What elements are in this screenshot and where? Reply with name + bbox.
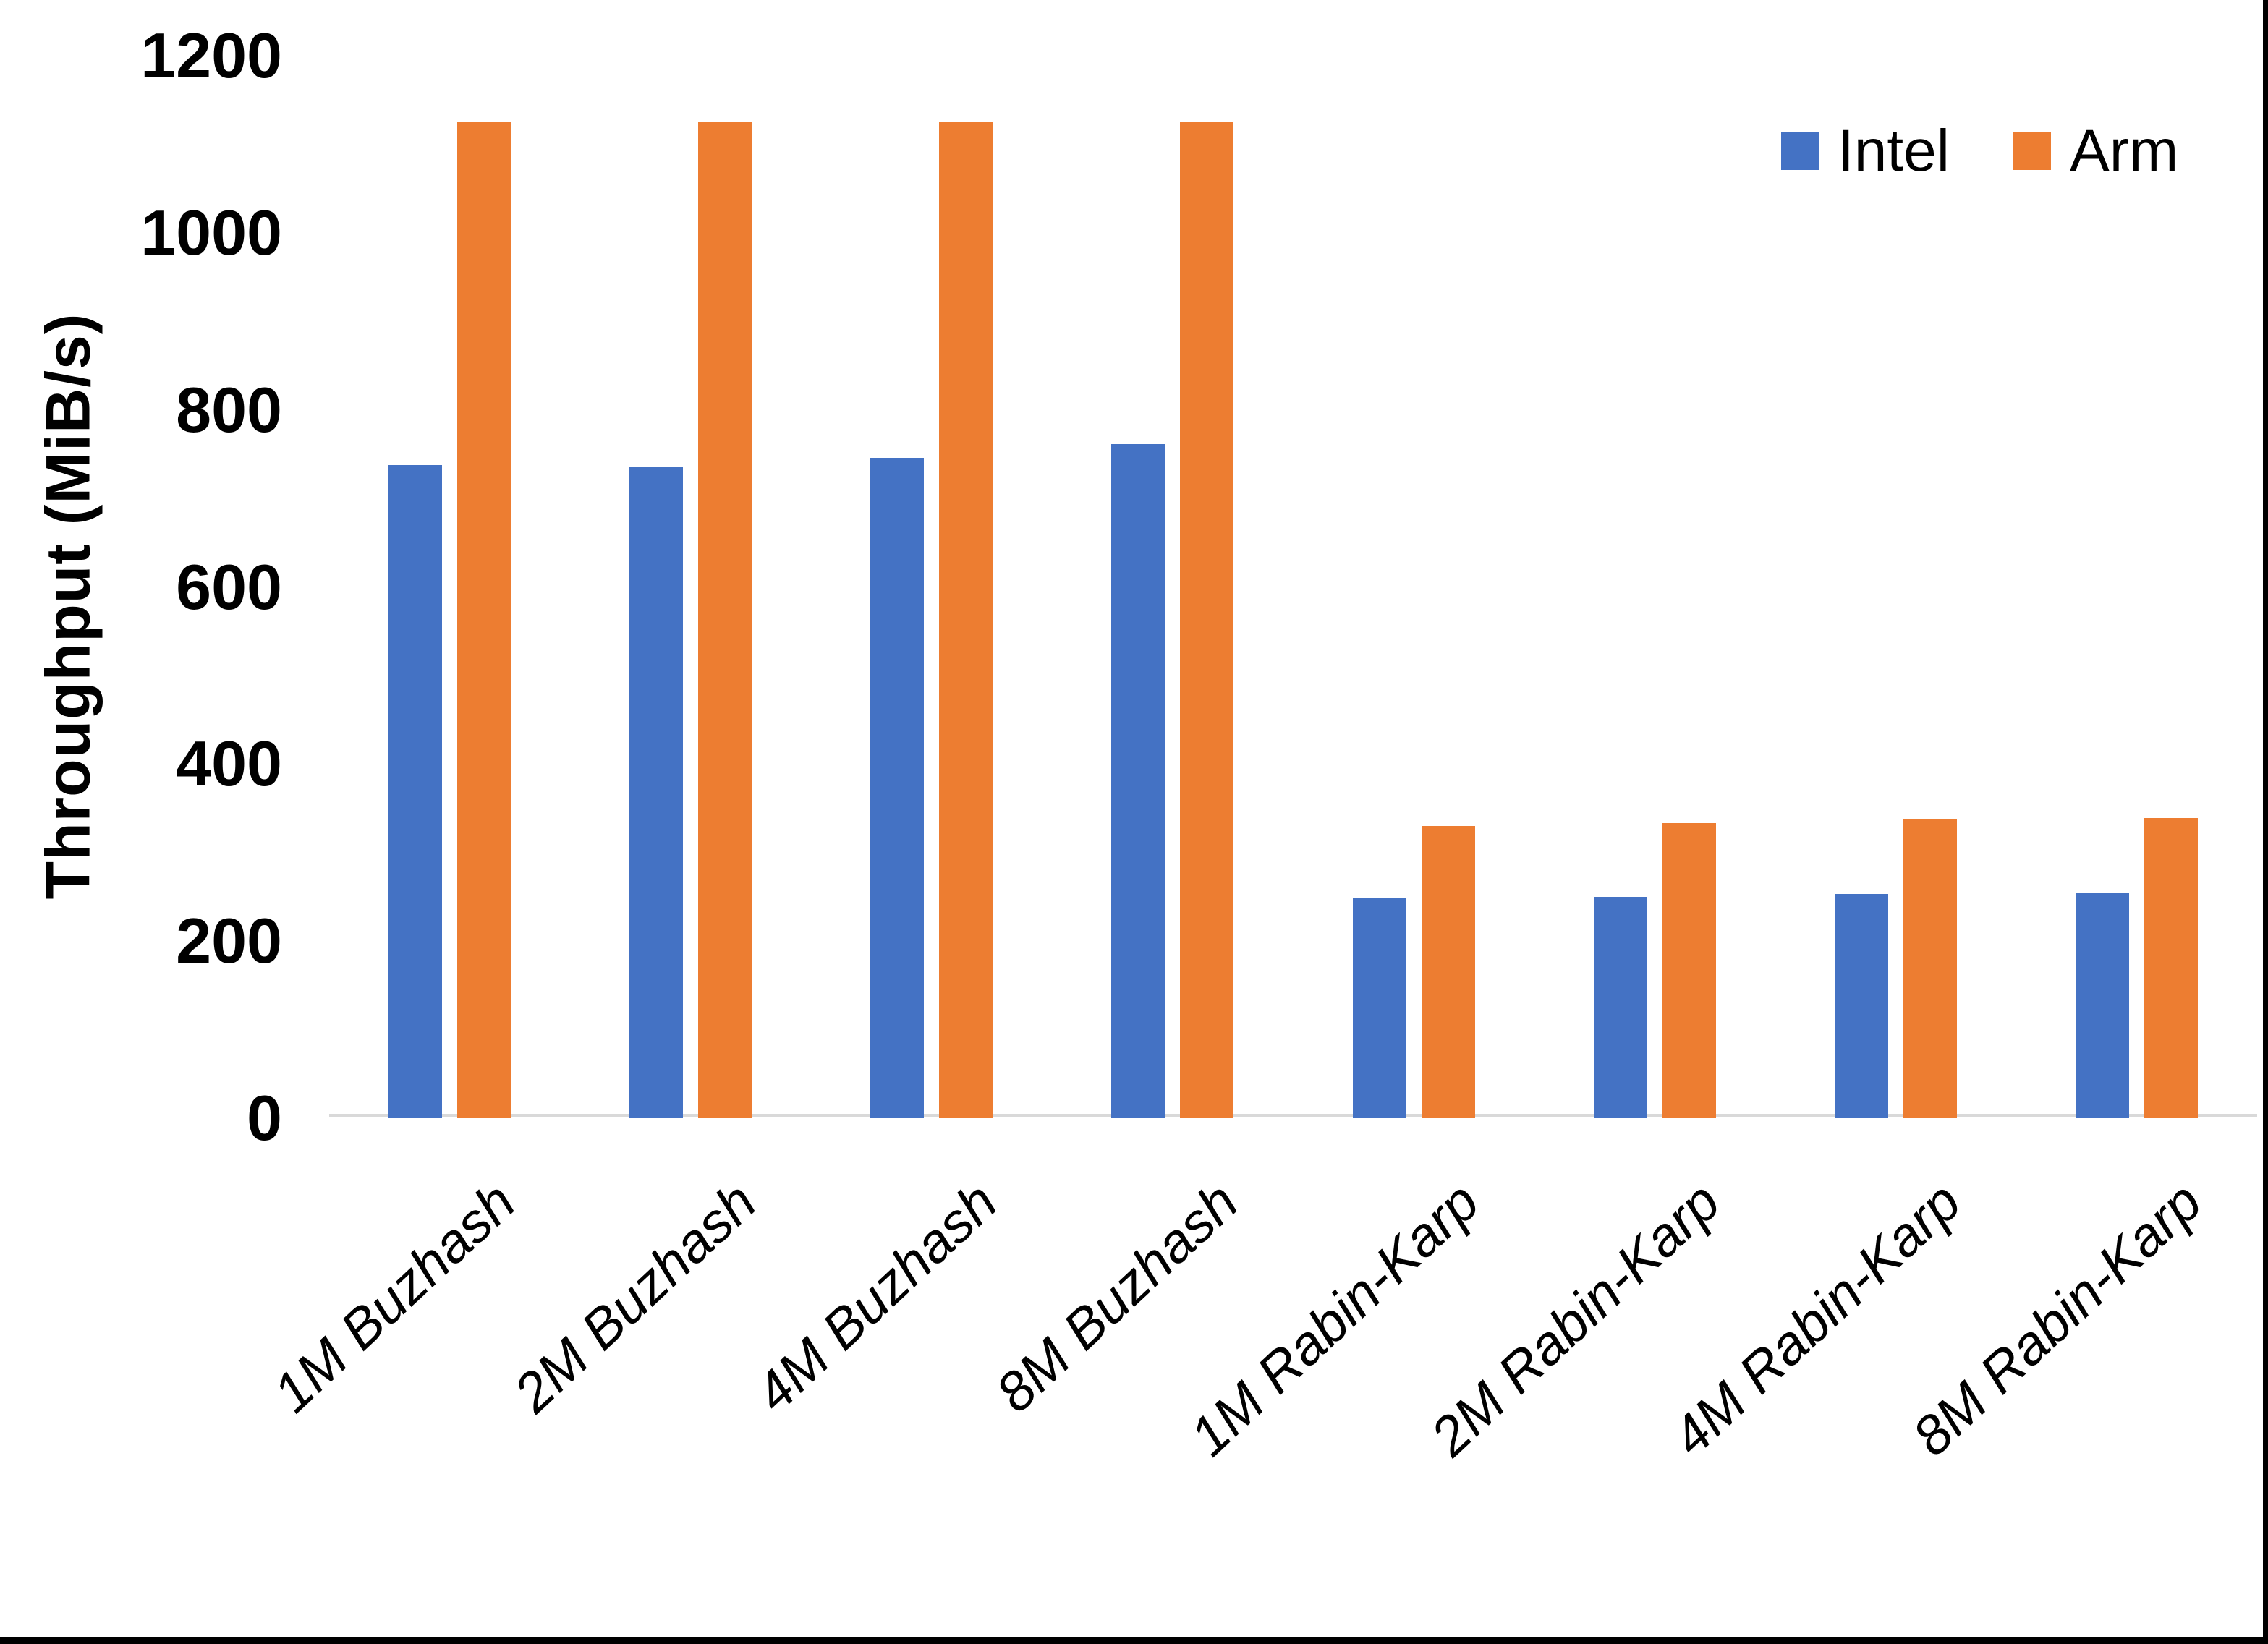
x-category-label-2m-rabin-karp: 2M Rabin-Karp <box>1419 1170 1732 1468</box>
y-tick-label-800: 800 <box>176 373 282 446</box>
bar-intel-1m-buzhash <box>388 464 443 1118</box>
legend-swatch-intel-icon <box>1781 132 1819 170</box>
bar-group-8m-buzhash <box>1052 56 1293 1118</box>
bar-intel-8m-rabin-karp <box>2075 893 2129 1118</box>
bar-group-4m-buzhash <box>811 56 1052 1118</box>
legend: Intel Arm <box>1781 122 2178 181</box>
x-axis-baseline <box>329 1114 2257 1117</box>
bar-intel-4m-buzhash <box>870 457 925 1118</box>
x-category-label-8m-buzhash: 8M Buzhash <box>984 1170 1250 1425</box>
bar-group-2m-rabin-karp <box>1534 56 1775 1118</box>
bar-group-4m-rabin-karp <box>1775 56 2016 1118</box>
bar-arm-4m-buzhash <box>939 122 993 1118</box>
bar-arm-4m-rabin-karp <box>1903 819 1957 1118</box>
legend-item-intel: Intel <box>1781 122 1950 181</box>
bar-intel-1m-rabin-karp <box>1352 898 1406 1118</box>
bar-arm-8m-rabin-karp <box>2144 818 2198 1118</box>
legend-label-intel: Intel <box>1838 118 1950 184</box>
y-tick-label-200: 200 <box>176 905 282 977</box>
x-category-label-4m-rabin-karp: 4M Rabin-Karp <box>1660 1170 1973 1468</box>
bar-arm-1m-buzhash <box>457 122 511 1118</box>
y-tick-label-1000: 1000 <box>140 196 282 268</box>
bar-group-1m-rabin-karp <box>1294 56 1534 1118</box>
y-tick-label-600: 600 <box>176 550 282 623</box>
bar-arm-8m-buzhash <box>1180 122 1234 1118</box>
x-category-label-1m-rabin-karp: 1M Rabin-Karp <box>1178 1170 1491 1468</box>
bar-arm-1m-rabin-karp <box>1421 826 1475 1118</box>
bar-group-2m-buzhash <box>570 56 811 1118</box>
legend-label-arm: Arm <box>2070 118 2179 184</box>
x-category-label-2m-buzhash: 2M Buzhash <box>502 1170 768 1425</box>
plot-area <box>329 56 2257 1118</box>
bar-intel-8m-buzhash <box>1111 444 1165 1118</box>
bar-group-8m-rabin-karp <box>2016 56 2257 1118</box>
y-tick-label-400: 400 <box>176 728 282 800</box>
x-category-label-8m-rabin-karp: 8M Rabin-Karp <box>1901 1170 2214 1468</box>
bar-intel-2m-buzhash <box>629 467 684 1118</box>
y-tick-label-1200: 1200 <box>140 20 282 91</box>
bar-arm-2m-buzhash <box>698 122 752 1118</box>
y-tick-label-0: 0 <box>247 1082 282 1154</box>
bar-intel-2m-rabin-karp <box>1593 896 1647 1118</box>
x-category-label-1m-buzhash: 1M Buzhash <box>261 1170 527 1425</box>
bar-arm-2m-rabin-karp <box>1662 823 1716 1118</box>
bar-intel-4m-rabin-karp <box>1834 894 1888 1118</box>
legend-item-arm: Arm <box>2013 122 2178 181</box>
legend-swatch-arm-icon <box>2013 132 2051 170</box>
x-category-label-4m-buzhash: 4M Buzhash <box>743 1170 1009 1425</box>
bar-group-1m-buzhash <box>329 56 570 1118</box>
